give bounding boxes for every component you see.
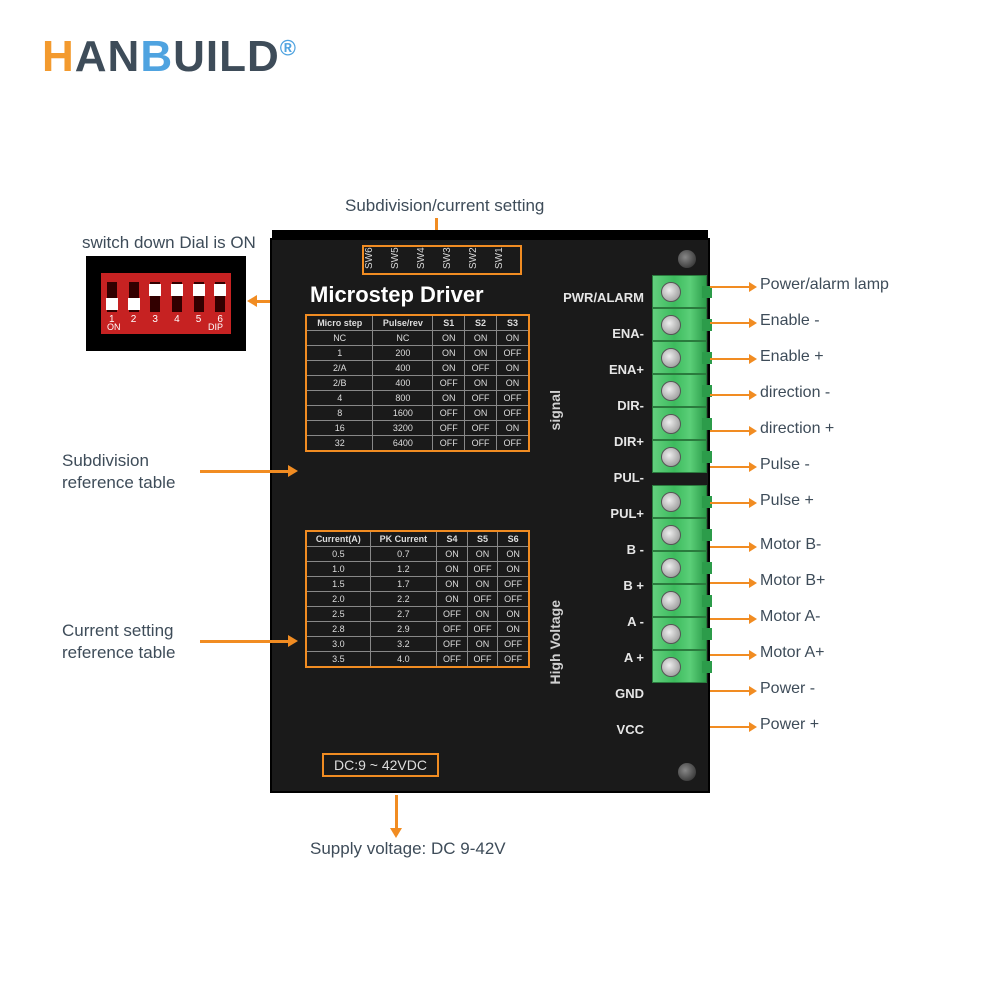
- callout-subdiv-table: Subdivision reference table: [62, 450, 175, 494]
- driver-device: SW6 SW5 SW4 SW3 SW2 SW1 Microstep Driver…: [270, 238, 710, 793]
- leader-arrow: [710, 726, 750, 728]
- terminal: [652, 440, 707, 473]
- side-text-high-voltage: High Voltage: [547, 600, 563, 685]
- leader-arrow: [710, 358, 750, 360]
- pin-label: PUL+: [563, 496, 644, 532]
- microstep-table: Micro stepPulse/revS1S2S3 NCNCONONON1200…: [305, 314, 530, 452]
- pin-label: GND: [563, 676, 644, 712]
- pin-description: direction +: [760, 420, 834, 438]
- leader-arrow: [710, 394, 750, 396]
- callout-curr-table: Current setting reference table: [62, 620, 175, 664]
- pin-description: Motor B+: [760, 572, 825, 590]
- leader-arrow: [710, 690, 750, 692]
- terminal: [652, 485, 707, 518]
- arrow-subdiv-table: [200, 470, 290, 473]
- dip-label: SW3: [442, 247, 468, 273]
- pin-label: DIR-: [563, 388, 644, 424]
- terminal: [652, 275, 707, 308]
- dip-label: SW5: [390, 247, 416, 273]
- terminal: [652, 341, 707, 374]
- terminal: [652, 584, 707, 617]
- pin-description: Pulse +: [760, 492, 814, 510]
- pin-description: Pulse -: [760, 456, 810, 474]
- pin-description: Enable -: [760, 312, 820, 330]
- leader-arrow: [710, 502, 750, 504]
- pin-label: ENA+: [563, 352, 644, 388]
- logo-reg: ®: [280, 35, 297, 60]
- pin-label: PUL-: [563, 460, 644, 496]
- callout-subdivision-setting: Subdivision/current setting: [345, 195, 544, 217]
- screw-icon: [678, 250, 696, 268]
- brand-logo: HANBUILD®: [42, 32, 297, 82]
- terminal: [652, 551, 707, 584]
- current-table: Current(A)PK CurrentS4S5S6 0.50.7ONONON1…: [305, 530, 530, 668]
- terminal-block-signal: [652, 275, 707, 473]
- dip-labels-box: SW6 SW5 SW4 SW3 SW2 SW1: [362, 245, 522, 275]
- dip-on-label: ON: [107, 322, 121, 332]
- arrow-curr-table: [200, 640, 290, 643]
- dip-label: SW4: [416, 247, 442, 273]
- pin-labels: PWR/ALARMENA-ENA+DIR-DIR+PUL-PUL+B -B +A…: [563, 280, 644, 748]
- pin-description: direction -: [760, 384, 830, 402]
- terminal: [652, 617, 707, 650]
- dc-voltage-box: DC:9 ~ 42VDC: [322, 753, 439, 777]
- pin-label: A -: [563, 604, 644, 640]
- dip-label: SW2: [468, 247, 494, 273]
- pin-label: PWR/ALARM: [563, 280, 644, 316]
- driver-title: Microstep Driver: [310, 282, 484, 308]
- pin-description: Power/alarm lamp: [760, 276, 889, 294]
- leader-arrow: [710, 466, 750, 468]
- dip-dip-label: DIP: [208, 322, 223, 332]
- terminal: [652, 518, 707, 551]
- pin-description: Power +: [760, 716, 819, 734]
- logo-uild: UILD: [173, 32, 280, 81]
- callout-switch-down: switch down Dial is ON: [82, 232, 256, 254]
- pin-description: Motor A+: [760, 644, 824, 662]
- side-text-signal: signal: [547, 390, 563, 430]
- pin-label: A +: [563, 640, 644, 676]
- terminal-block-power: [652, 485, 707, 683]
- screw-icon: [678, 763, 696, 781]
- leader-arrow: [710, 546, 750, 548]
- callout-supply: Supply voltage: DC 9-42V: [310, 838, 506, 860]
- pin-label: B +: [563, 568, 644, 604]
- leader-arrow: [710, 322, 750, 324]
- dip-switch-inset: 1 2 3 4 5 6 ON DIP: [86, 256, 246, 351]
- pin-label: DIR+: [563, 424, 644, 460]
- dip-label: SW1: [494, 247, 520, 273]
- arrow-supply: [395, 795, 398, 830]
- logo-an: AN: [75, 32, 141, 81]
- terminal: [652, 650, 707, 683]
- leader-arrow: [710, 654, 750, 656]
- pin-description: Motor B-: [760, 536, 821, 554]
- pin-description: Power -: [760, 680, 815, 698]
- pin-description: Motor A-: [760, 608, 820, 626]
- terminal: [652, 308, 707, 341]
- dip-label: SW6: [364, 247, 390, 273]
- leader-arrow: [710, 430, 750, 432]
- logo-h: H: [42, 32, 75, 81]
- terminal-blocks: [652, 275, 707, 683]
- pin-label: ENA-: [563, 316, 644, 352]
- pin-label: VCC: [563, 712, 644, 748]
- leader-arrow: [710, 618, 750, 620]
- logo-b: B: [140, 32, 173, 81]
- terminal: [652, 374, 707, 407]
- leader-arrow: [710, 286, 750, 288]
- terminal: [652, 407, 707, 440]
- pin-label: B -: [563, 532, 644, 568]
- leader-arrow: [710, 582, 750, 584]
- pin-description: Enable +: [760, 348, 824, 366]
